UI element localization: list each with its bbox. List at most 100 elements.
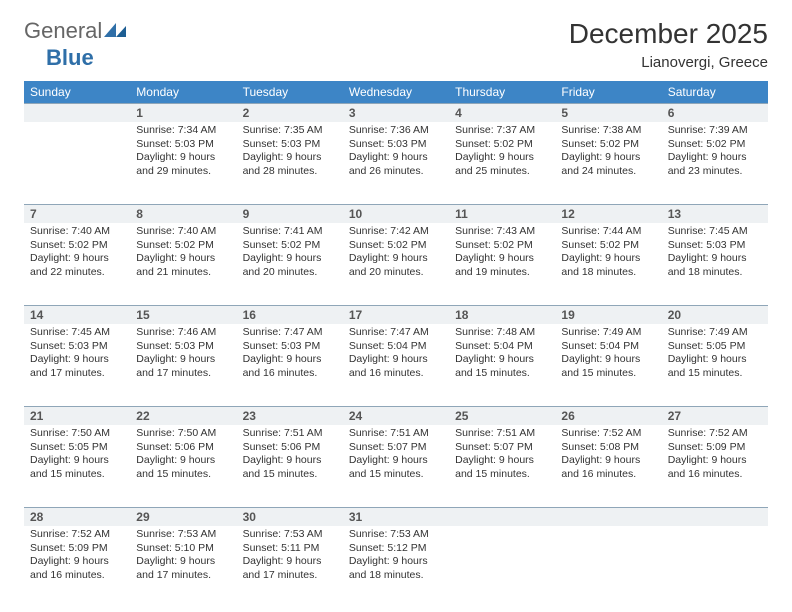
sunset-text: Sunset: 5:08 PM bbox=[561, 441, 655, 455]
daylight-text: Daylight: 9 hours and 15 minutes. bbox=[243, 454, 337, 481]
calendar-week-row: 14Sunrise: 7:45 AMSunset: 5:03 PMDayligh… bbox=[24, 305, 768, 406]
day-number: 2 bbox=[237, 103, 343, 122]
day-number bbox=[449, 507, 555, 526]
daylight-text: Daylight: 9 hours and 26 minutes. bbox=[349, 151, 443, 178]
day-number: 11 bbox=[449, 204, 555, 223]
sunset-text: Sunset: 5:12 PM bbox=[349, 542, 443, 556]
day-number: 6 bbox=[662, 103, 768, 122]
day-info: Sunrise: 7:44 AMSunset: 5:02 PMDaylight:… bbox=[555, 223, 661, 305]
calendar-body: 1Sunrise: 7:34 AMSunset: 5:03 PMDaylight… bbox=[24, 103, 768, 608]
calendar-day-cell: 21Sunrise: 7:50 AMSunset: 5:05 PMDayligh… bbox=[24, 406, 130, 507]
sunrise-text: Sunrise: 7:40 AM bbox=[136, 225, 230, 239]
calendar-day-cell: 11Sunrise: 7:43 AMSunset: 5:02 PMDayligh… bbox=[449, 204, 555, 305]
day-info: Sunrise: 7:53 AMSunset: 5:10 PMDaylight:… bbox=[130, 526, 236, 608]
day-info: Sunrise: 7:52 AMSunset: 5:09 PMDaylight:… bbox=[24, 526, 130, 608]
day-number: 9 bbox=[237, 204, 343, 223]
calendar-day-cell: 31Sunrise: 7:53 AMSunset: 5:12 PMDayligh… bbox=[343, 507, 449, 608]
day-info: Sunrise: 7:40 AMSunset: 5:02 PMDaylight:… bbox=[130, 223, 236, 305]
sunrise-text: Sunrise: 7:52 AM bbox=[668, 427, 762, 441]
day-number: 21 bbox=[24, 406, 130, 425]
sunset-text: Sunset: 5:06 PM bbox=[243, 441, 337, 455]
weekday-header: Thursday bbox=[449, 81, 555, 103]
sunset-text: Sunset: 5:02 PM bbox=[243, 239, 337, 253]
day-number: 18 bbox=[449, 305, 555, 324]
sunrise-text: Sunrise: 7:34 AM bbox=[136, 124, 230, 138]
day-number: 4 bbox=[449, 103, 555, 122]
sunrise-text: Sunrise: 7:50 AM bbox=[136, 427, 230, 441]
calendar-day-cell: 12Sunrise: 7:44 AMSunset: 5:02 PMDayligh… bbox=[555, 204, 661, 305]
sunset-text: Sunset: 5:03 PM bbox=[136, 138, 230, 152]
sunset-text: Sunset: 5:02 PM bbox=[349, 239, 443, 253]
day-info bbox=[24, 122, 130, 204]
daylight-text: Daylight: 9 hours and 18 minutes. bbox=[561, 252, 655, 279]
daylight-text: Daylight: 9 hours and 16 minutes. bbox=[30, 555, 124, 582]
sunrise-text: Sunrise: 7:51 AM bbox=[455, 427, 549, 441]
day-number: 8 bbox=[130, 204, 236, 223]
day-number bbox=[24, 103, 130, 122]
calendar-day-cell: 29Sunrise: 7:53 AMSunset: 5:10 PMDayligh… bbox=[130, 507, 236, 608]
day-info: Sunrise: 7:47 AMSunset: 5:03 PMDaylight:… bbox=[237, 324, 343, 406]
day-info: Sunrise: 7:45 AMSunset: 5:03 PMDaylight:… bbox=[662, 223, 768, 305]
day-number: 16 bbox=[237, 305, 343, 324]
daylight-text: Daylight: 9 hours and 29 minutes. bbox=[136, 151, 230, 178]
calendar-day-cell: 22Sunrise: 7:50 AMSunset: 5:06 PMDayligh… bbox=[130, 406, 236, 507]
day-number: 19 bbox=[555, 305, 661, 324]
logo-text-blue: Blue bbox=[46, 45, 94, 70]
calendar-day-cell: 13Sunrise: 7:45 AMSunset: 5:03 PMDayligh… bbox=[662, 204, 768, 305]
daylight-text: Daylight: 9 hours and 15 minutes. bbox=[30, 454, 124, 481]
day-info: Sunrise: 7:34 AMSunset: 5:03 PMDaylight:… bbox=[130, 122, 236, 204]
header: General Blue December 2025 Lianovergi, G… bbox=[24, 18, 768, 71]
month-title: December 2025 bbox=[569, 18, 768, 50]
day-info: Sunrise: 7:49 AMSunset: 5:05 PMDaylight:… bbox=[662, 324, 768, 406]
calendar-day-cell: 1Sunrise: 7:34 AMSunset: 5:03 PMDaylight… bbox=[130, 103, 236, 204]
day-number: 1 bbox=[130, 103, 236, 122]
daylight-text: Daylight: 9 hours and 16 minutes. bbox=[561, 454, 655, 481]
sunrise-text: Sunrise: 7:48 AM bbox=[455, 326, 549, 340]
sunrise-text: Sunrise: 7:38 AM bbox=[561, 124, 655, 138]
daylight-text: Daylight: 9 hours and 15 minutes. bbox=[455, 353, 549, 380]
calendar-day-cell: 15Sunrise: 7:46 AMSunset: 5:03 PMDayligh… bbox=[130, 305, 236, 406]
daylight-text: Daylight: 9 hours and 16 minutes. bbox=[243, 353, 337, 380]
sunrise-text: Sunrise: 7:36 AM bbox=[349, 124, 443, 138]
day-info: Sunrise: 7:51 AMSunset: 5:07 PMDaylight:… bbox=[343, 425, 449, 507]
day-info: Sunrise: 7:52 AMSunset: 5:09 PMDaylight:… bbox=[662, 425, 768, 507]
day-info: Sunrise: 7:51 AMSunset: 5:06 PMDaylight:… bbox=[237, 425, 343, 507]
calendar-day-cell: 23Sunrise: 7:51 AMSunset: 5:06 PMDayligh… bbox=[237, 406, 343, 507]
sunrise-text: Sunrise: 7:49 AM bbox=[668, 326, 762, 340]
sunrise-text: Sunrise: 7:39 AM bbox=[668, 124, 762, 138]
day-number: 15 bbox=[130, 305, 236, 324]
day-info: Sunrise: 7:38 AMSunset: 5:02 PMDaylight:… bbox=[555, 122, 661, 204]
sunset-text: Sunset: 5:02 PM bbox=[30, 239, 124, 253]
calendar-day-cell: 3Sunrise: 7:36 AMSunset: 5:03 PMDaylight… bbox=[343, 103, 449, 204]
calendar-week-row: 21Sunrise: 7:50 AMSunset: 5:05 PMDayligh… bbox=[24, 406, 768, 507]
day-number: 10 bbox=[343, 204, 449, 223]
calendar-day-cell: 9Sunrise: 7:41 AMSunset: 5:02 PMDaylight… bbox=[237, 204, 343, 305]
sunset-text: Sunset: 5:10 PM bbox=[136, 542, 230, 556]
logo-text-general: General bbox=[24, 18, 102, 43]
daylight-text: Daylight: 9 hours and 15 minutes. bbox=[668, 353, 762, 380]
weekday-header-row: Sunday Monday Tuesday Wednesday Thursday… bbox=[24, 81, 768, 103]
calendar-day-cell: 26Sunrise: 7:52 AMSunset: 5:08 PMDayligh… bbox=[555, 406, 661, 507]
daylight-text: Daylight: 9 hours and 22 minutes. bbox=[30, 252, 124, 279]
calendar-day-cell: 17Sunrise: 7:47 AMSunset: 5:04 PMDayligh… bbox=[343, 305, 449, 406]
day-info: Sunrise: 7:45 AMSunset: 5:03 PMDaylight:… bbox=[24, 324, 130, 406]
day-number: 26 bbox=[555, 406, 661, 425]
calendar-table: Sunday Monday Tuesday Wednesday Thursday… bbox=[24, 81, 768, 608]
calendar-day-cell: 8Sunrise: 7:40 AMSunset: 5:02 PMDaylight… bbox=[130, 204, 236, 305]
day-number: 13 bbox=[662, 204, 768, 223]
calendar-day-cell: 6Sunrise: 7:39 AMSunset: 5:02 PMDaylight… bbox=[662, 103, 768, 204]
sunrise-text: Sunrise: 7:51 AM bbox=[243, 427, 337, 441]
daylight-text: Daylight: 9 hours and 15 minutes. bbox=[561, 353, 655, 380]
weekday-header: Friday bbox=[555, 81, 661, 103]
daylight-text: Daylight: 9 hours and 15 minutes. bbox=[349, 454, 443, 481]
sunrise-text: Sunrise: 7:42 AM bbox=[349, 225, 443, 239]
daylight-text: Daylight: 9 hours and 16 minutes. bbox=[349, 353, 443, 380]
sunset-text: Sunset: 5:03 PM bbox=[136, 340, 230, 354]
day-number: 31 bbox=[343, 507, 449, 526]
day-info: Sunrise: 7:37 AMSunset: 5:02 PMDaylight:… bbox=[449, 122, 555, 204]
sunrise-text: Sunrise: 7:43 AM bbox=[455, 225, 549, 239]
sunset-text: Sunset: 5:09 PM bbox=[668, 441, 762, 455]
calendar-day-cell: 16Sunrise: 7:47 AMSunset: 5:03 PMDayligh… bbox=[237, 305, 343, 406]
logo: General Blue bbox=[24, 18, 128, 71]
day-info: Sunrise: 7:48 AMSunset: 5:04 PMDaylight:… bbox=[449, 324, 555, 406]
